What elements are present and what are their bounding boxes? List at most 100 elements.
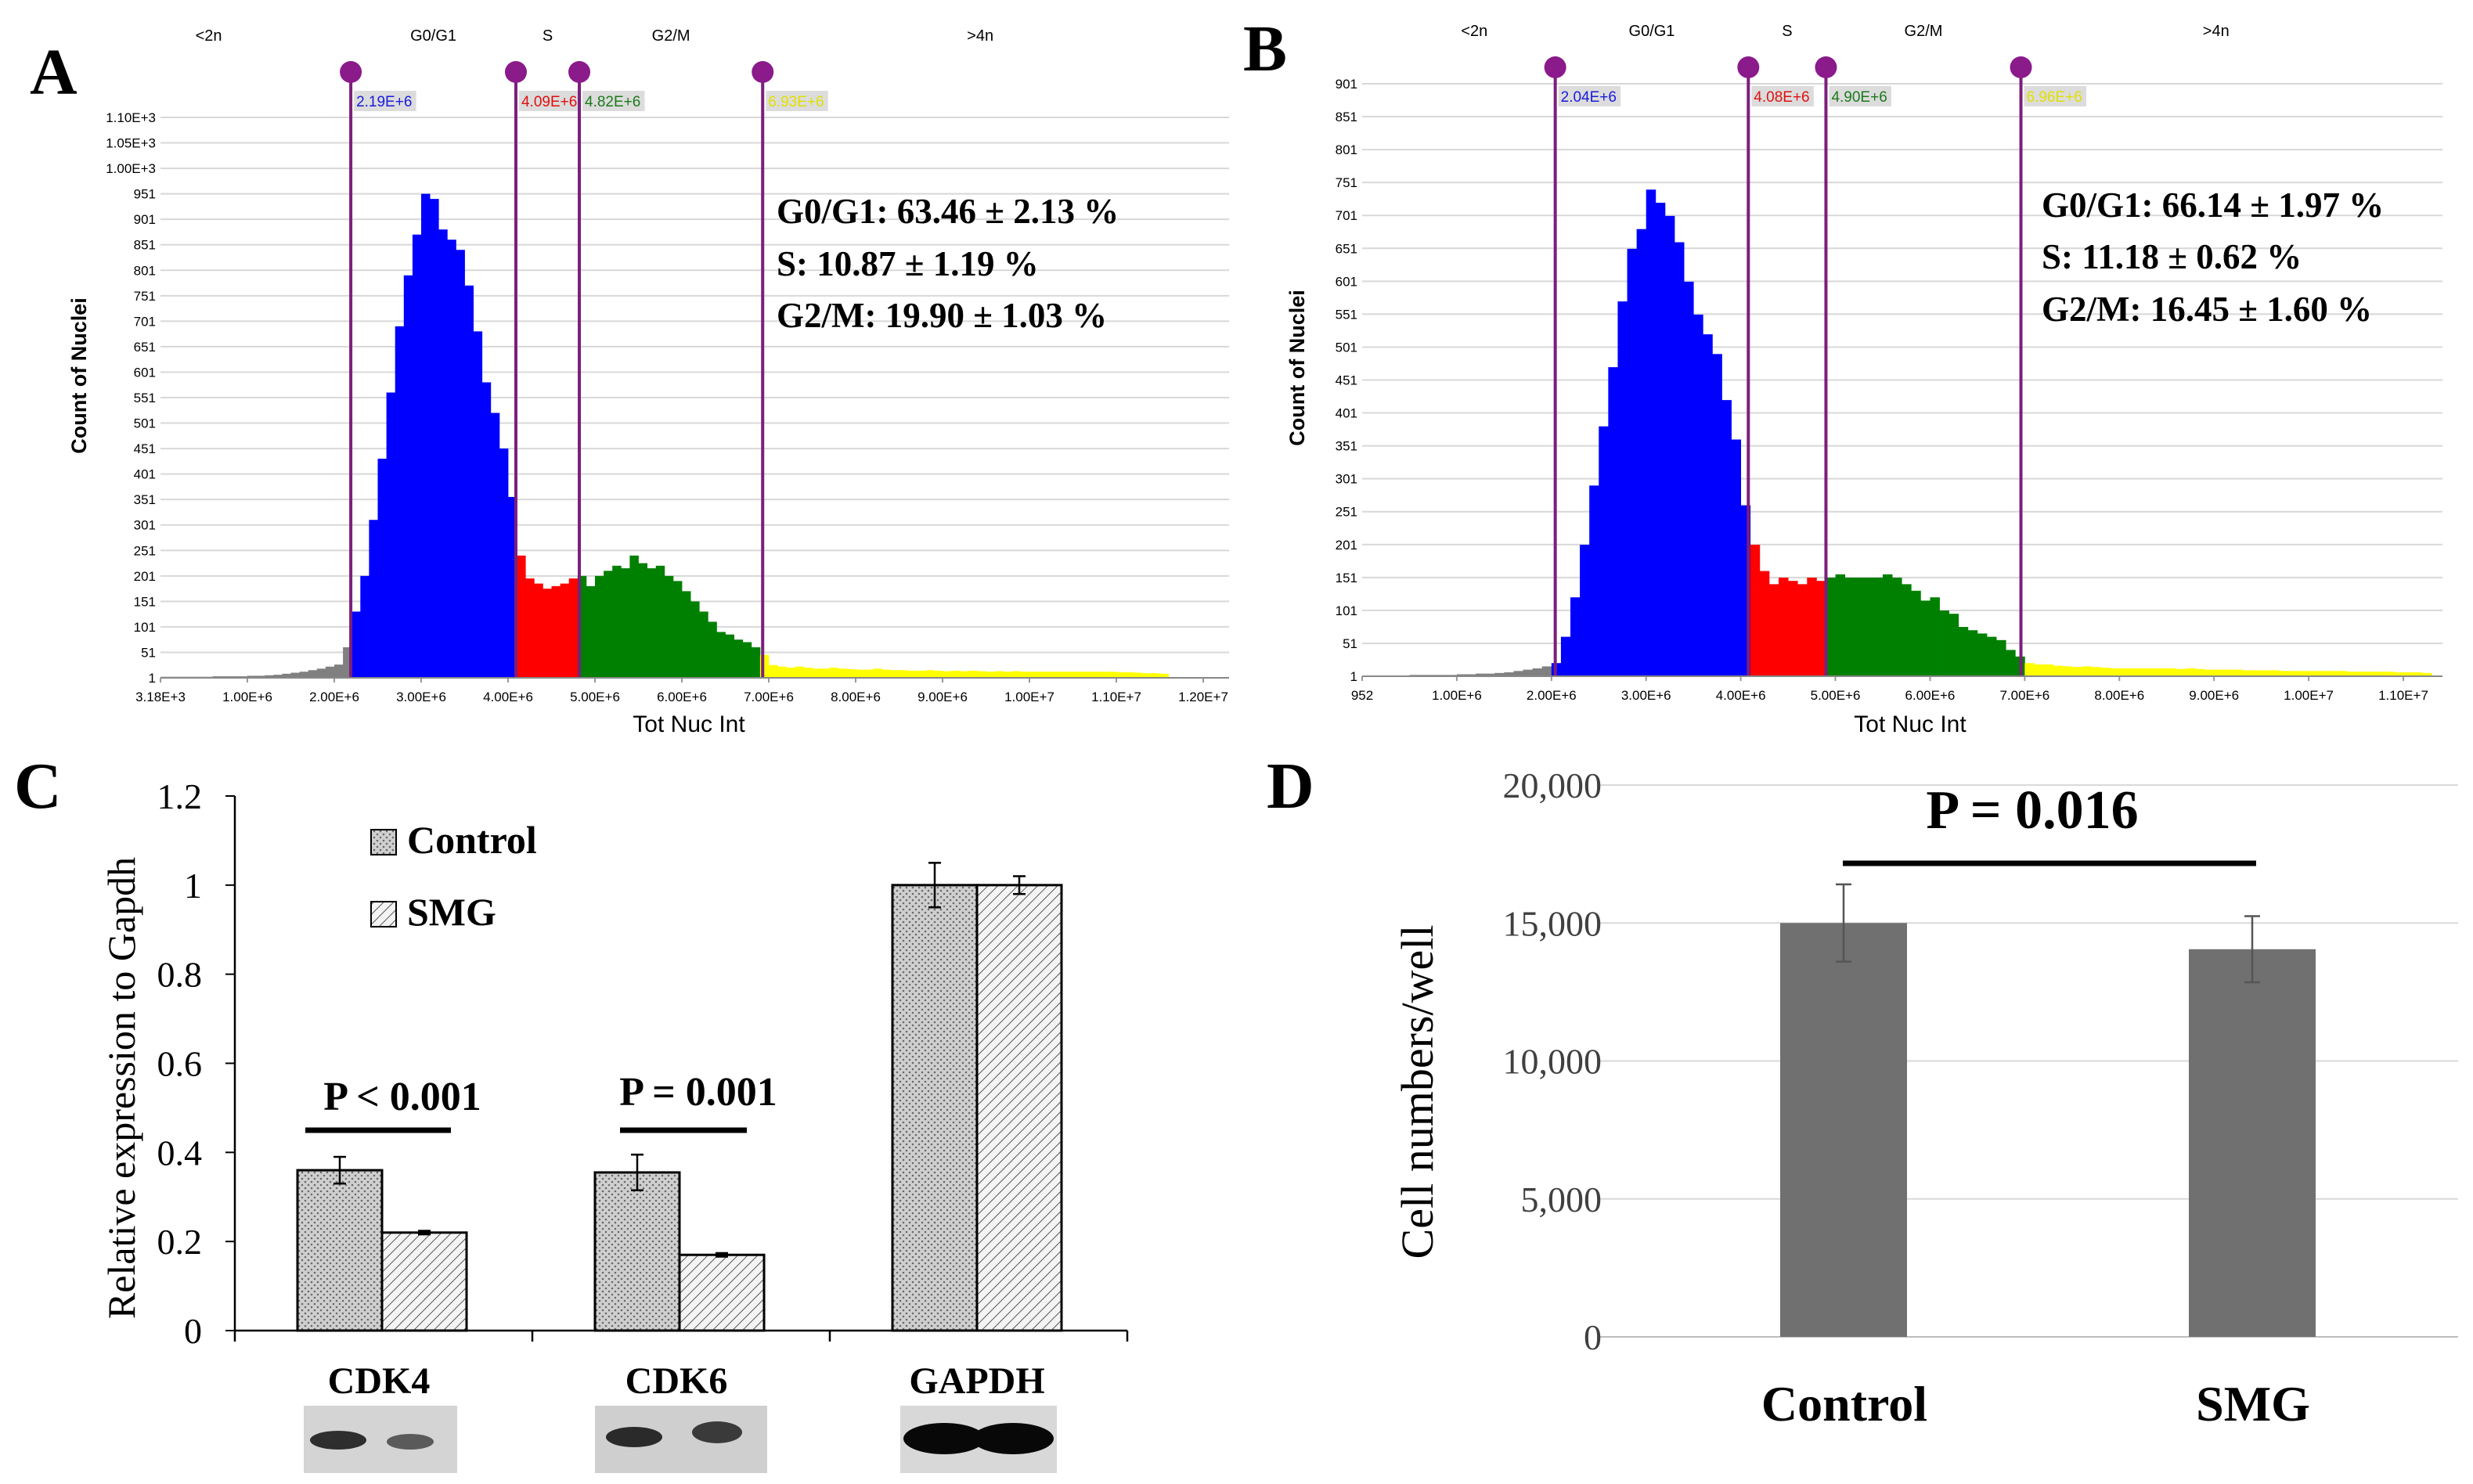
histogram-bin xyxy=(647,568,657,678)
bar-smg xyxy=(2189,949,2316,1337)
histogram-bin xyxy=(256,675,265,678)
histogram-bin xyxy=(308,670,318,678)
histogram-bin xyxy=(1807,577,1817,676)
histogram-bin xyxy=(360,575,370,678)
histogram-bin xyxy=(1967,630,1978,676)
panel-b-stat-g0g1: G0/G1: 66.14 ± 1.97 % xyxy=(2042,186,2384,225)
histogram-bin xyxy=(447,240,456,679)
histogram-bin xyxy=(2091,667,2101,676)
panel-c-bars xyxy=(296,862,1063,1332)
histogram-bin xyxy=(1081,672,1091,678)
y-tick-label: 301 xyxy=(134,518,156,533)
x-tick-label: 1.00E+7 xyxy=(2284,688,2334,703)
histogram-bin xyxy=(1003,672,1013,678)
histogram-bin xyxy=(1494,672,1505,676)
histogram-bin xyxy=(672,581,683,678)
y-tick-label: 0.2 xyxy=(157,1222,203,1262)
histogram-bin xyxy=(1608,367,1618,676)
panel-b-stats: G0/G1: 66.14 ± 1.97 % S: 11.18 ± 0.62 % … xyxy=(2042,186,2384,329)
y-tick-label: 201 xyxy=(134,569,156,584)
y-tick-label: 0 xyxy=(184,1311,202,1351)
panel-a-gridlines xyxy=(160,117,1229,679)
histogram-bin xyxy=(933,670,943,678)
region-label: >4n xyxy=(967,27,993,45)
histogram-bin xyxy=(2185,668,2196,676)
histogram-bin xyxy=(699,611,708,678)
histogram-bin xyxy=(386,392,396,678)
y-tick-label: 1.10E+3 xyxy=(106,110,156,125)
histogram-bin xyxy=(1532,668,1543,676)
panel-d-bars xyxy=(1780,883,2316,1337)
histogram-bin xyxy=(1863,577,1874,676)
histogram-bin xyxy=(534,583,543,678)
histogram-bin xyxy=(2289,671,2300,676)
gate-value-label: 2.19E+6 xyxy=(356,94,412,110)
histogram-bin xyxy=(820,668,831,678)
panel-d-categories: Control SMG xyxy=(1761,1376,2310,1432)
histogram-bin xyxy=(1134,672,1143,678)
histogram-bin xyxy=(759,654,770,678)
y-tick-label: 751 xyxy=(134,289,156,304)
histogram-bin xyxy=(290,672,300,678)
histogram-bin xyxy=(1456,674,1467,676)
histogram-bin xyxy=(638,563,647,678)
histogram-bin xyxy=(864,669,874,678)
gate-value-label: 2.04E+6 xyxy=(1561,89,1617,106)
x-tick-label: 7.00E+6 xyxy=(1999,688,2049,703)
histogram-bin xyxy=(1977,633,1988,676)
y-tick-label: 201 xyxy=(1336,538,1357,553)
histogram-bin xyxy=(1664,215,1675,676)
histogram-bin xyxy=(2365,672,2376,676)
histogram-bin xyxy=(1844,577,1855,676)
histogram-bin xyxy=(873,668,882,678)
histogram-bin xyxy=(1541,666,1552,676)
histogram-bin xyxy=(803,667,813,678)
histogram-bin xyxy=(2100,668,2111,676)
histogram-bin xyxy=(316,668,326,678)
y-tick-label: 501 xyxy=(1336,340,1357,355)
histogram-bin xyxy=(2299,671,2309,676)
category-cdk4: CDK4 xyxy=(328,1360,431,1402)
histogram-bin xyxy=(682,591,691,678)
histogram-bin xyxy=(769,665,778,678)
histogram-bin xyxy=(621,568,630,678)
y-tick-label: 651 xyxy=(1336,241,1357,256)
region-label: S xyxy=(1782,23,1792,40)
histogram-bin xyxy=(1116,672,1126,678)
panel-a-x-ticks: 3.18E+3 1.00E+6 2.00E+6 3.00E+6 4.00E+6 5.00E… xyxy=(135,677,1229,704)
histogram-bin xyxy=(1835,574,1846,676)
histogram-bin xyxy=(1996,639,2006,676)
panel-letter-c: C xyxy=(14,750,62,823)
histogram-bin xyxy=(1047,672,1056,678)
gate-handle xyxy=(752,61,774,83)
histogram-bin xyxy=(2166,668,2177,676)
histogram-bin xyxy=(838,668,848,678)
histogram-bin xyxy=(1759,571,1770,676)
y-tick-label: 251 xyxy=(134,543,156,558)
histogram-bin xyxy=(856,669,865,678)
y-tick-label: 51 xyxy=(141,645,156,660)
region-label: S xyxy=(543,27,553,45)
histogram-bin xyxy=(846,668,856,678)
histogram-bin xyxy=(1911,590,1921,676)
histogram-bin xyxy=(1883,574,1893,676)
panel-b-stat-s: S: 11.18 ± 0.62 % xyxy=(2042,237,2302,276)
histogram-bin xyxy=(1107,672,1117,678)
histogram-bin xyxy=(577,575,587,678)
category-gapdh: GAPDH xyxy=(909,1360,1044,1402)
y-tick-label: 751 xyxy=(1336,175,1357,190)
y-tick-label: 251 xyxy=(1336,505,1357,520)
histogram-bin xyxy=(655,565,665,678)
panel-b-stat-g2m: G2/M: 16.45 ± 1.60 % xyxy=(2042,290,2372,329)
panel-d-bar-chart: D Cell numbers/well 0 5,000 10,000 15,000 20… xyxy=(1267,750,2458,1432)
gate-value-box xyxy=(1558,86,1621,106)
histogram-bin xyxy=(247,675,257,678)
x-tick-label: 1.10E+7 xyxy=(2378,688,2428,703)
region-label: <2n xyxy=(196,27,222,45)
histogram-bin xyxy=(1948,614,1959,676)
panel-a-histogram: A 2.19E+6 4.09E+6 4.82E+6 6.93E+6 <2n G0/G1 S… xyxy=(30,27,1229,737)
y-tick-label: 351 xyxy=(1336,439,1357,454)
histogram-bin xyxy=(1011,671,1022,678)
panel-a-bars xyxy=(160,193,1169,679)
